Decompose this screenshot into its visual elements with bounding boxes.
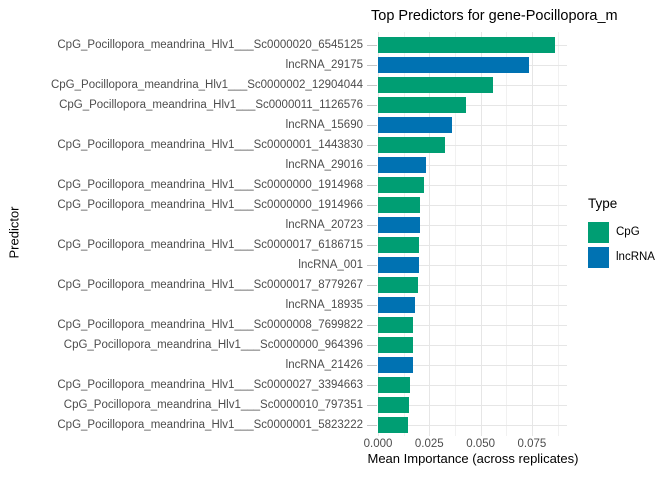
category-gridline [378,364,567,366]
legend-swatch-lncrna [588,247,609,268]
y-tick-mark [367,364,377,366]
y-tick-mark [367,244,377,246]
y-tick-label: lncRNA_21426 [285,358,363,371]
category-gridline [378,144,567,146]
y-tick-label: CpG_Pocillopora_meandrina_Hlv1___Sc00000… [50,78,363,91]
category-gridline [378,344,567,346]
plot-panel [378,32,567,436]
major-gridline [480,32,482,436]
category-gridline [378,284,567,286]
bar-cpg [378,196,421,213]
category-gridline [378,244,567,246]
x-tick-label: 0.025 [414,438,444,450]
y-tick-label: lncRNA_29175 [285,58,363,71]
y-tick-mark [367,424,377,426]
major-gridline [429,32,431,436]
y-tick-label: CpG_Pocillopora_meandrina_Hlv1___Sc00000… [57,238,363,251]
bar-cpg [378,236,420,253]
y-tick-label: CpG_Pocillopora_meandrina_Hlv1___Sc00000… [57,278,363,291]
category-gridline [378,124,567,126]
category-gridline [378,264,567,266]
y-tick-mark [367,284,377,286]
minor-gridline [506,32,508,436]
bar-cpg [378,136,445,153]
bar-lncrna [378,156,427,173]
category-gridline [378,104,567,106]
category-gridline [378,204,567,206]
legend-label: CpG [616,226,640,238]
y-tick-label: CpG_Pocillopora_meandrina_Hlv1___Sc00000… [57,318,363,331]
y-tick-mark [367,44,377,46]
minor-gridline [557,32,559,436]
plot-title: Top Predictors for gene-Pocillopora_m [371,8,618,24]
y-tick-label: CpG_Pocillopora_meandrina_Hlv1___Sc00000… [57,378,363,391]
y-tick-label: CpG_Pocillopora_meandrina_Hlv1___Sc00000… [57,178,363,191]
y-tick-mark [367,144,377,146]
category-gridline [378,424,567,426]
bar-cpg [378,96,467,113]
y-tick-mark [367,84,377,86]
y-tick-label: CpG_Pocillopora_meandrina_Hlv1___Sc00000… [57,198,363,211]
y-tick-mark [367,264,377,266]
bar-cpg [378,396,409,413]
legend-label: lncRNA [616,251,655,263]
category-gridline [378,304,567,306]
bar-cpg [378,36,556,53]
y-tick-label: CpG_Pocillopora_meandrina_Hlv1___Sc00000… [57,38,363,51]
x-tick-label: 0.075 [517,438,547,450]
y-tick-label: CpG_Pocillopora_meandrina_Hlv1___Sc00000… [57,418,363,431]
bar-cpg [378,416,408,433]
y-tick-mark [367,184,377,186]
bar-lncrna [378,256,419,273]
bar-cpg [378,76,493,93]
category-gridline [378,224,567,226]
bar-lncrna [378,296,416,313]
y-tick-label: lncRNA_001 [298,258,363,271]
y-tick-mark [367,164,377,166]
y-tick-label: CpG_Pocillopora_meandrina_Hlv1___Sc00000… [63,338,363,351]
y-tick-label: CpG_Pocillopora_meandrina_Hlv1___Sc00000… [57,138,363,151]
legend-swatch-cpg [588,222,609,243]
major-gridline [378,32,379,436]
bar-lncrna [378,116,452,133]
bar-cpg [378,336,414,353]
x-tick-label: 0.050 [466,438,495,450]
y-tick-label: CpG_Pocillopora_meandrina_Hlv1___Sc00000… [59,98,363,111]
y-tick-mark [367,304,377,306]
minor-gridline [403,32,405,436]
y-tick-mark [367,204,377,206]
y-tick-label: lncRNA_29016 [285,158,363,171]
y-tick-mark [367,404,377,406]
y-tick-label: lncRNA_15690 [285,118,363,131]
category-gridline [378,404,567,406]
y-tick-label: lncRNA_20723 [285,218,363,231]
bar-cpg [378,176,425,193]
major-gridline [531,32,533,436]
y-tick-mark [367,324,377,326]
category-gridline [378,324,567,326]
y-tick-label: lncRNA_18935 [285,298,363,311]
legend-title: Type [588,196,618,211]
bar-lncrna [378,216,420,233]
y-tick-mark [367,224,377,226]
category-gridline [378,184,567,186]
x-axis-title: Mean Importance (across replicates) [367,451,579,466]
bar-lncrna [378,356,413,373]
y-tick-mark [367,344,377,346]
minor-gridline [454,32,456,436]
category-gridline [378,164,567,166]
y-tick-mark [367,384,377,386]
x-tick-label: 0.000 [363,438,393,450]
bar-cpg [378,316,414,333]
y-tick-label: CpG_Pocillopora_meandrina_Hlv1___Sc00000… [63,398,363,411]
y-tick-mark [367,104,377,106]
y-tick-mark [367,124,377,126]
bar-cpg [378,376,410,393]
category-gridline [378,384,567,386]
bar-cpg [378,276,418,293]
bar-lncrna [378,56,529,73]
y-tick-mark [367,64,377,66]
